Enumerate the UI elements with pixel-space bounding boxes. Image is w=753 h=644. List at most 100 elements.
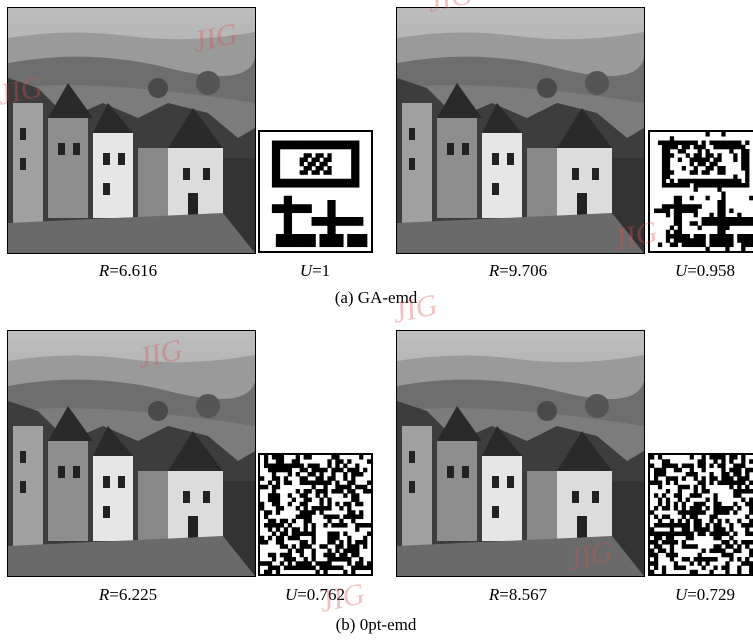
pixel [741,459,745,464]
pixel [276,570,280,575]
pixel [682,523,686,528]
pixel [690,209,694,214]
pixel [670,183,674,188]
pixel [690,158,694,163]
pixel [359,515,363,520]
pixel [296,204,300,209]
pixel [658,532,662,537]
pixel [296,183,300,188]
pixel [331,238,335,243]
pixel [260,540,264,545]
pixel [339,234,343,239]
pixel [323,523,327,528]
pixel [304,238,308,243]
pixel [343,557,347,562]
pixel [292,536,296,541]
pixel [729,243,733,248]
pixel [702,179,706,184]
pixel [288,561,292,566]
pixel [300,493,304,498]
pixel [347,540,351,545]
pixel [343,532,347,537]
pixel [327,183,331,188]
pixel [717,519,721,524]
pixel [670,476,674,481]
pixel [296,455,300,460]
pixel [323,561,327,566]
pixel [304,502,308,507]
pixel [288,523,292,528]
pixel [292,498,296,503]
pixel [343,179,347,184]
pixel [698,459,702,464]
pixel [343,464,347,469]
pixel [702,158,706,163]
pixel [300,532,304,537]
pixel [347,459,351,464]
pixel [713,162,717,167]
pixel [737,570,741,575]
pixel [658,468,662,473]
label-value: =0.958 [687,261,735,280]
label-value: =6.616 [109,261,157,280]
pixel [280,523,284,528]
pixel [725,183,729,188]
pixel [323,544,327,549]
pixel [280,455,284,460]
pixel [339,238,343,243]
pixel [666,464,670,469]
pixel [276,209,280,214]
pixel [733,221,737,226]
pixel [717,209,721,214]
pixel [351,519,355,524]
pixel [678,204,682,209]
pixel [272,468,276,473]
pixel [729,553,733,558]
pixel [347,536,351,541]
pixel [690,464,694,469]
pixel [292,527,296,532]
pixel [264,540,268,545]
pixel [729,221,733,226]
pixel [272,149,276,154]
pixel [316,570,320,575]
pixel [694,209,698,214]
pixel [690,455,694,460]
pixel [304,519,308,524]
pixel [288,557,292,562]
pixel [662,175,666,180]
pixel [654,540,658,545]
pixel [678,510,682,515]
pixel [351,243,355,248]
pixel [363,234,367,239]
pixel [335,221,339,226]
pixel [312,217,316,222]
label-value: =0.729 [687,585,735,604]
pixel [272,523,276,528]
pixel [737,145,741,150]
pixel [268,464,272,469]
pixel [335,455,339,460]
pixel [284,145,288,150]
pixel [363,540,367,545]
pixel [323,566,327,571]
pixel [741,183,745,188]
pixel [327,481,331,486]
pixel [749,468,753,473]
pixel [706,196,710,201]
pixel [312,234,316,239]
pixel [666,145,670,150]
pixel [674,196,678,201]
pixel [682,566,686,571]
pixel [323,158,327,163]
pixel [272,476,276,481]
pixel [713,536,717,541]
pixel [709,549,713,554]
pixel [355,468,359,473]
pixel [674,183,678,188]
pixel [666,166,670,171]
binary-image [648,130,753,253]
pixel [308,544,312,549]
pixel [678,200,682,205]
pixel [721,179,725,184]
